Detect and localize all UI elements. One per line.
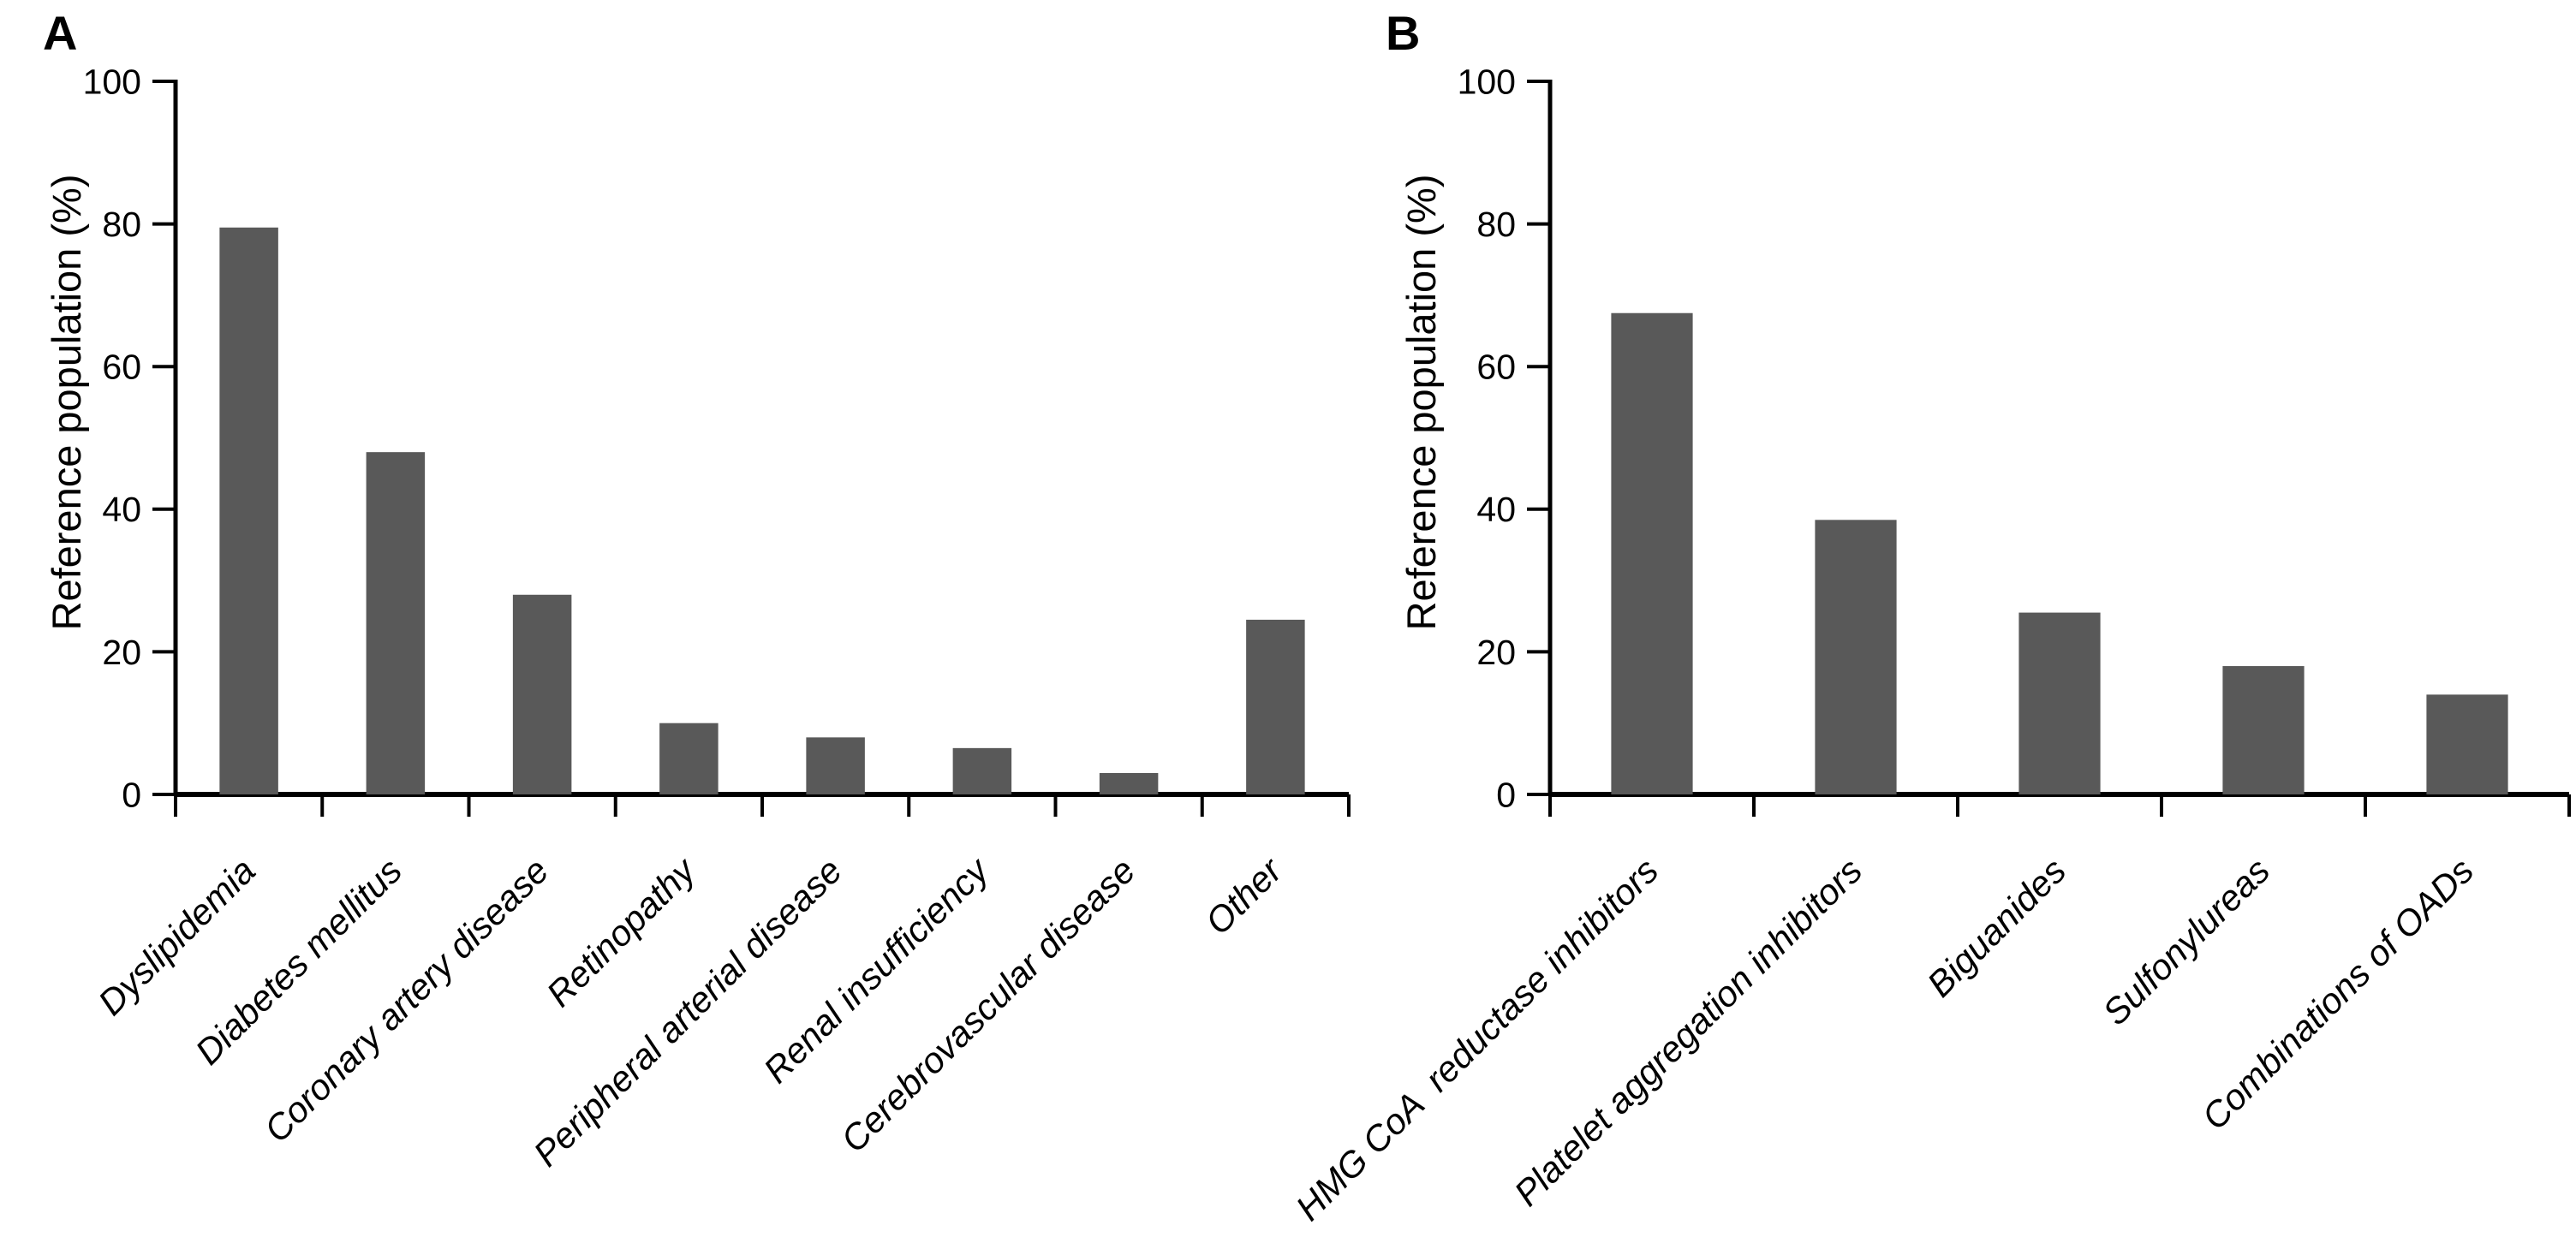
category-label: Biguanides [1919,850,2073,1004]
panel-a-y-axis-title: Reference population (%) [44,174,89,631]
category-label: Retinopathy [539,848,705,1014]
bar [219,227,278,794]
category-label: Cerebrovascular disease [833,850,1143,1160]
category-label: Peripheral arterial disease [526,850,850,1174]
y-tick-label: 40 [1476,490,1516,529]
bar [1611,312,1693,795]
bar [806,737,865,794]
y-tick-label: 20 [102,633,141,672]
y-tick-label: 100 [83,62,141,101]
category-label: Sulfonylureas [2095,850,2277,1032]
y-tick-label: 100 [1458,62,1516,101]
y-tick-label: 0 [1496,775,1516,814]
y-tick-label: 80 [1476,205,1516,244]
panel-b-letter: B [1386,6,1421,60]
y-tick-label: 20 [1476,633,1516,672]
bar [1099,773,1159,794]
bar [2222,666,2305,794]
bar [1246,619,1305,794]
y-tick-label: 60 [102,348,141,387]
category-label: Other [1197,849,1291,943]
bar [366,452,426,794]
bar [1815,520,1897,794]
category-label: Platelet aggregation inhibitors [1506,850,1870,1214]
bar [512,594,572,794]
category-label: Coronary artery disease [256,850,556,1150]
y-tick-label: 0 [122,775,141,814]
bar [659,723,719,794]
bar [2018,612,2101,794]
panel-b-y-axis-title: Reference population (%) [1398,174,1444,631]
y-tick-label: 80 [102,205,141,244]
panel-a-letter: A [43,6,78,60]
category-label: HMG CoA reductase inhibitors [1288,850,1666,1228]
bar [952,747,1012,794]
y-tick-label: 60 [1476,348,1516,387]
y-tick-label: 40 [102,490,141,529]
bar [2426,694,2508,794]
panel-b: 0 20 40 60 80 100 HMG CoA reductase inhibitors… [1288,62,2571,1228]
